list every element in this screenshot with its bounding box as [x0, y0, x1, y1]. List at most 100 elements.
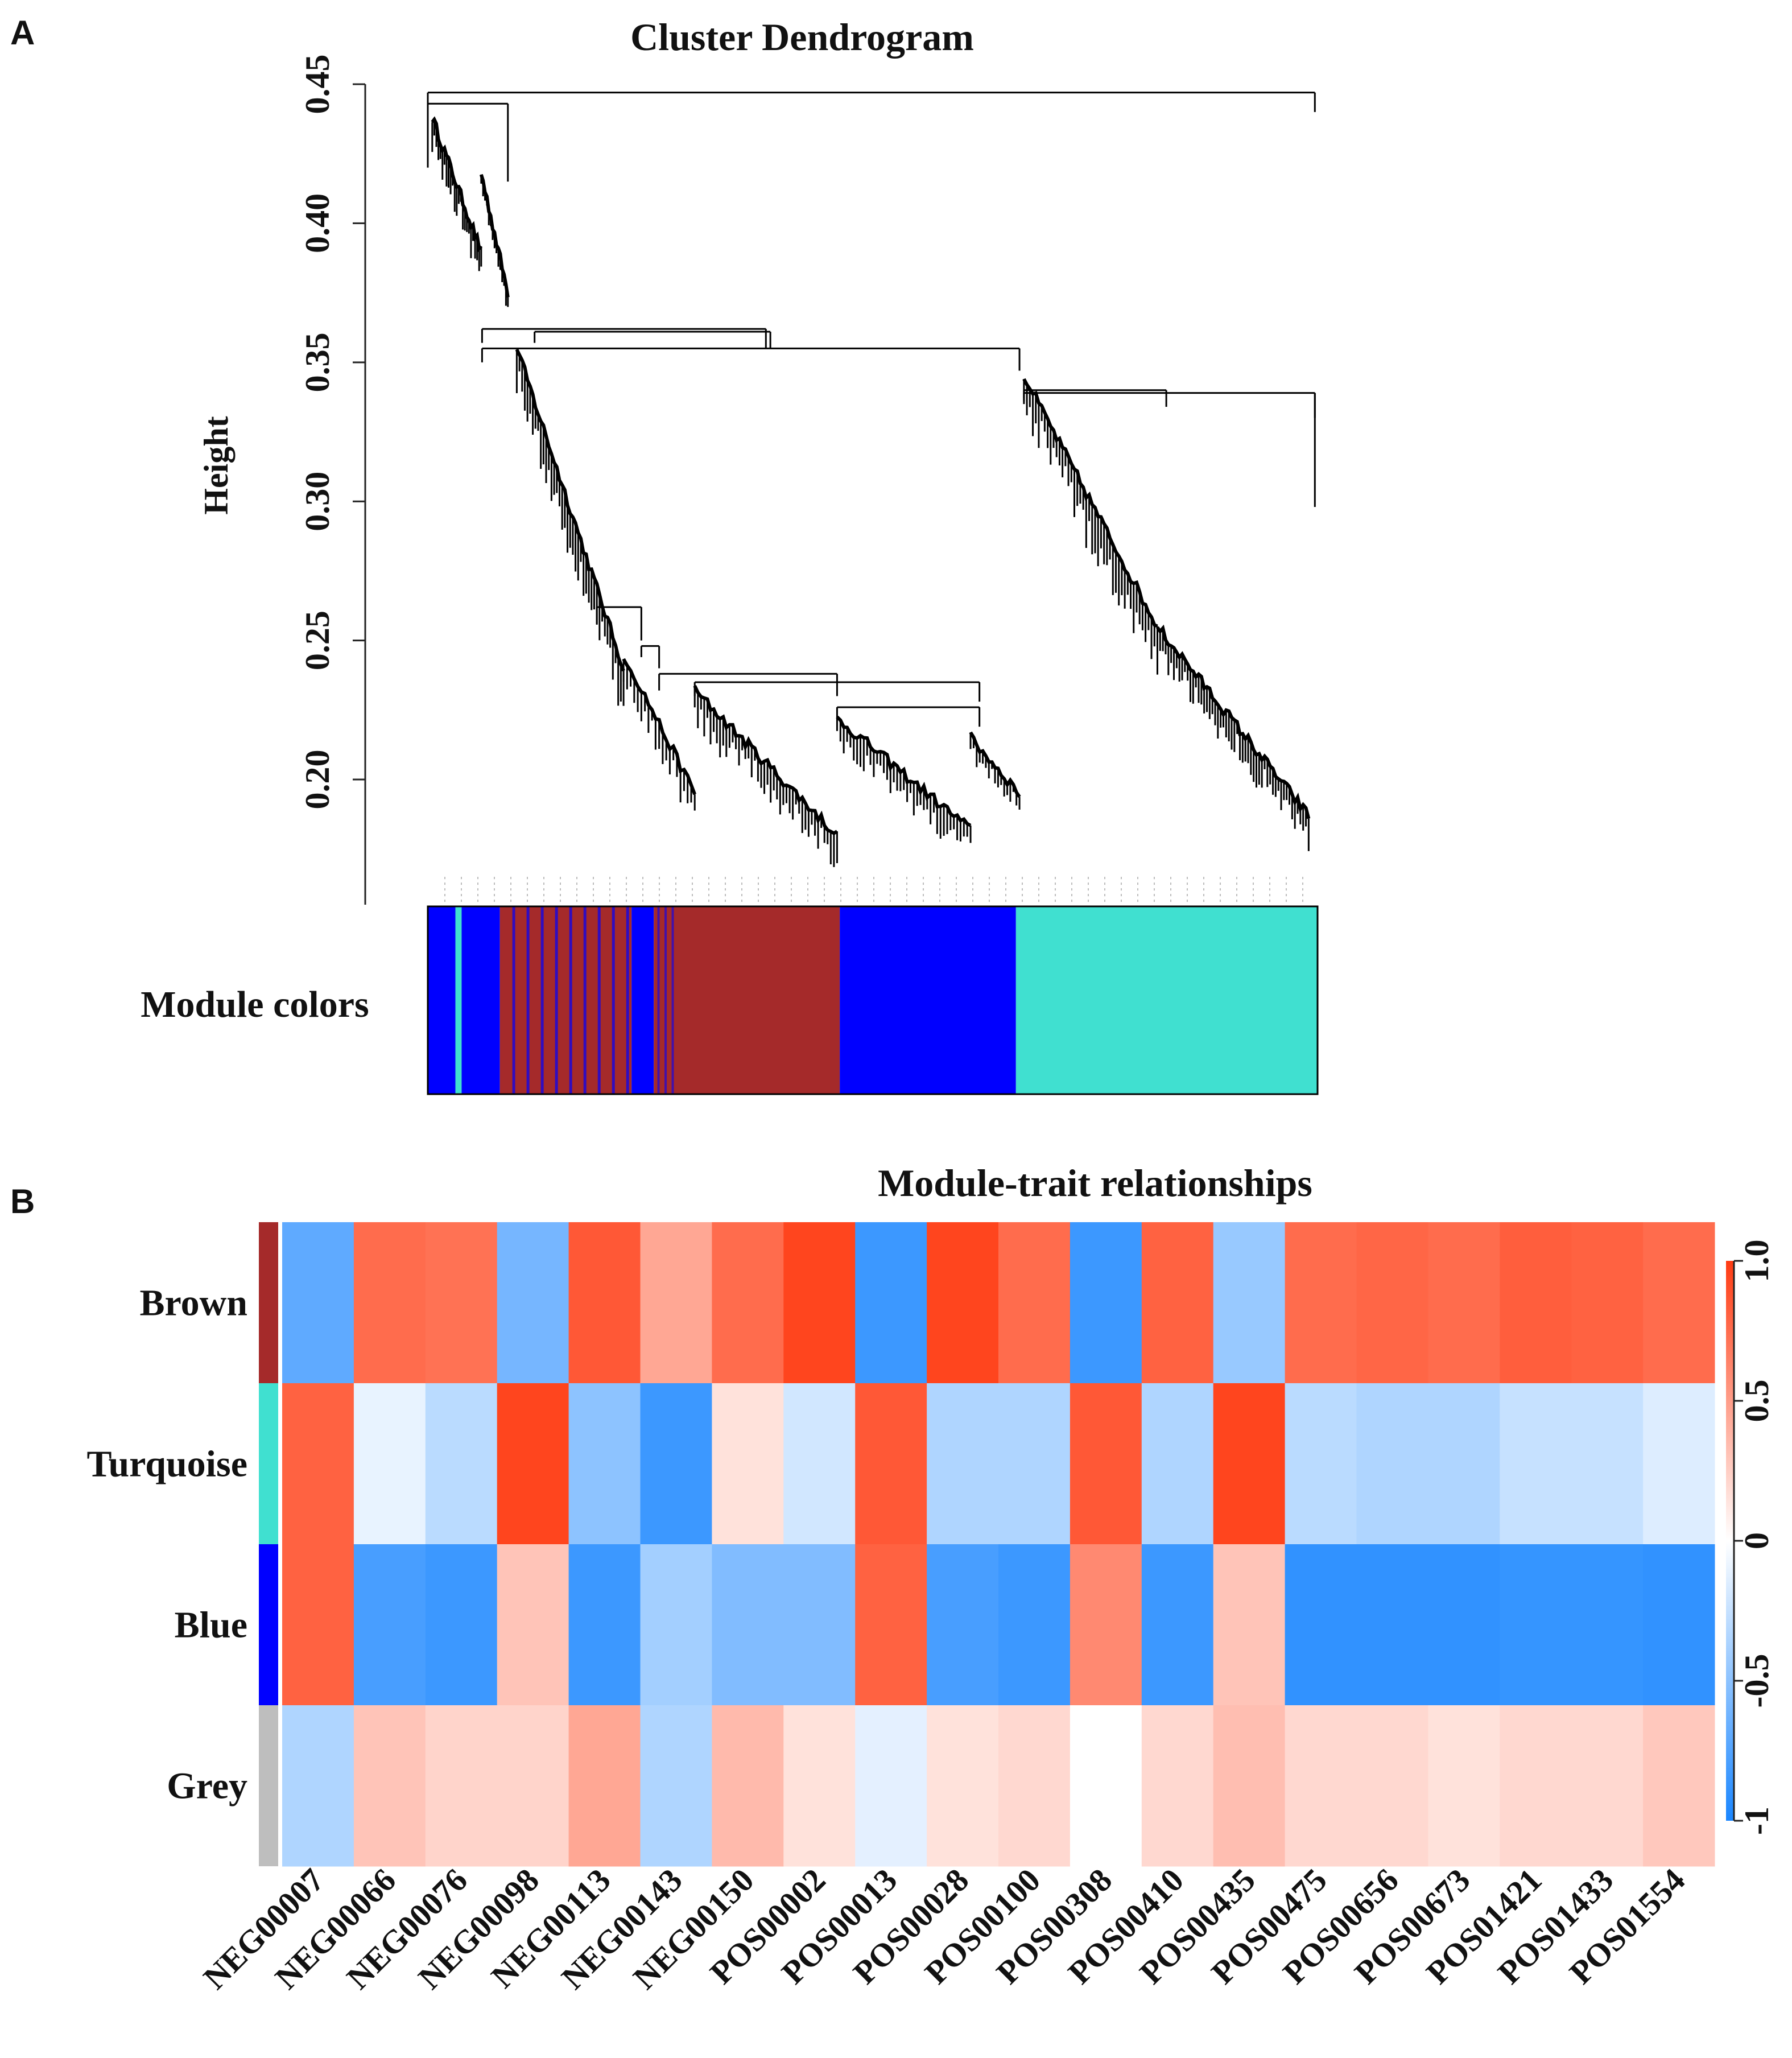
heat-cell-turquoise-neg00113 — [568, 1383, 641, 1545]
module-segment-brown — [499, 906, 632, 1094]
heat-cell-blue-pos00656 — [1356, 1544, 1428, 1706]
module-stripe — [597, 906, 601, 1094]
row-label-grey: Grey — [167, 1766, 247, 1807]
module-stripe — [583, 906, 587, 1094]
dendrogram-tree — [427, 92, 1316, 867]
heat-cell-grey-pos01554 — [1643, 1705, 1715, 1867]
module-stripe — [626, 906, 629, 1094]
module-stripe — [555, 906, 558, 1094]
heat-cell-blue-neg00007 — [282, 1544, 354, 1706]
module-stripe — [657, 906, 660, 1094]
module-stripe — [671, 906, 674, 1094]
heat-cell-brown-pos01433 — [1571, 1222, 1644, 1384]
blue-cascade-2 — [969, 731, 1021, 798]
heat-cell-blue-neg00143 — [640, 1544, 712, 1706]
heat-cell-brown-neg00150 — [712, 1222, 784, 1384]
heat-cell-blue-pos01421 — [1500, 1544, 1572, 1706]
heat-cell-brown-pos00656 — [1356, 1222, 1428, 1384]
colorbar-gradient — [1726, 1261, 1734, 1821]
heat-cell-brown-pos00673 — [1428, 1222, 1500, 1384]
heat-cell-grey-pos00002 — [783, 1705, 856, 1867]
heat-cell-turquoise-pos00002 — [783, 1383, 856, 1545]
panel-b-letter: B — [10, 1182, 35, 1220]
module-stripe — [512, 906, 515, 1094]
heat-cell-brown-neg00143 — [640, 1222, 712, 1384]
heat-cell-grey-pos01421 — [1500, 1705, 1572, 1867]
heat-cell-blue-pos01433 — [1571, 1544, 1644, 1706]
row-label-brown: Brown — [140, 1282, 248, 1324]
module-stripe — [612, 906, 615, 1094]
heat-cell-blue-neg00150 — [712, 1544, 784, 1706]
heat-cell-turquoise-pos01421 — [1500, 1383, 1572, 1545]
row-color-grey — [259, 1705, 278, 1866]
heat-cell-blue-pos00475 — [1285, 1544, 1357, 1706]
turquoise-cascade — [1022, 378, 1158, 628]
y-tick-label: 0.25 — [299, 611, 336, 670]
heat-cell-grey-pos00475 — [1285, 1705, 1357, 1867]
y-tick-label: 0.45 — [299, 55, 336, 114]
heat-cell-brown-neg00076 — [425, 1222, 498, 1384]
module-color-bar — [427, 905, 1319, 1095]
heat-cell-turquoise-pos00410 — [1141, 1383, 1214, 1545]
heat-cell-brown-neg00113 — [568, 1222, 641, 1384]
module-segment-blue — [461, 906, 500, 1094]
heat-cell-turquoise-neg00076 — [425, 1383, 498, 1545]
heat-cell-blue-neg00076 — [425, 1544, 498, 1706]
heat-cell-blue-neg00098 — [497, 1544, 569, 1706]
heatmap-row-labels: Brown Turquoise Blue Grey — [87, 1282, 248, 1807]
heat-cell-blue-neg00066 — [353, 1544, 426, 1706]
heat-cell-grey-neg00066 — [353, 1705, 426, 1867]
dendrogram-title: Cluster Dendrogram — [630, 15, 974, 59]
heat-cell-brown-pos00410 — [1141, 1222, 1214, 1384]
module-stripe — [569, 906, 572, 1094]
heat-cell-blue-neg00113 — [568, 1544, 641, 1706]
heat-cell-grey-pos00100 — [998, 1705, 1071, 1867]
heat-cell-blue-pos00435 — [1213, 1544, 1286, 1706]
heat-cell-turquoise-pos01554 — [1643, 1383, 1715, 1545]
heat-cell-blue-pos00028 — [927, 1544, 999, 1706]
module-segment-turquoise — [1015, 906, 1318, 1094]
heat-cell-grey-neg00143 — [640, 1705, 712, 1867]
heat-cell-blue-pos00673 — [1428, 1544, 1500, 1706]
heat-cell-turquoise-pos00100 — [998, 1383, 1071, 1545]
y-tick-label: 0.35 — [299, 332, 336, 392]
heat-cell-grey-pos01433 — [1571, 1705, 1644, 1867]
heat-cell-grey-neg00076 — [425, 1705, 498, 1867]
heat-cell-turquoise-pos00673 — [1428, 1383, 1500, 1545]
dendrogram-y-axis: 0.20 0.25 0.30 0.35 0.40 0.45 — [299, 55, 366, 905]
module-segment-blue — [631, 906, 654, 1094]
heat-cell-grey-neg00113 — [568, 1705, 641, 1867]
heat-cell-turquoise-neg00143 — [640, 1383, 712, 1545]
module-colors-label: Module colors — [141, 984, 369, 1025]
heat-cell-brown-neg00098 — [497, 1222, 569, 1384]
heat-cell-brown-pos00013 — [855, 1222, 927, 1384]
heat-cell-blue-pos00410 — [1141, 1544, 1214, 1706]
row-color-brown — [259, 1222, 278, 1383]
module-stripe — [540, 906, 544, 1094]
colorbar-tick-label: 0.5 — [1738, 1380, 1776, 1422]
module-bar-border — [427, 905, 1319, 1095]
heatmap-colorbar: -1 -0.5 0 0.5 1.0 — [1726, 1240, 1776, 1835]
heat-cell-brown-neg00066 — [353, 1222, 426, 1384]
dendrogram-leaf-guides — [444, 877, 1303, 905]
heatmap-module-strip — [259, 1222, 278, 1866]
heat-cell-blue-pos00013 — [855, 1544, 927, 1706]
heat-cell-brown-pos01554 — [1643, 1222, 1715, 1384]
row-label-turquoise: Turquoise — [87, 1444, 248, 1485]
brown-lower-cascade — [693, 685, 839, 836]
heat-cell-grey-pos00410 — [1141, 1705, 1214, 1867]
heat-cell-grey-pos00028 — [927, 1705, 999, 1867]
heat-cell-blue-pos00002 — [783, 1544, 856, 1706]
panel-a-letter: A — [10, 14, 35, 52]
heat-cell-turquoise-pos00435 — [1213, 1383, 1286, 1545]
row-label-blue: Blue — [175, 1605, 247, 1646]
row-color-blue — [259, 1544, 278, 1705]
heat-cell-brown-neg00007 — [282, 1222, 354, 1384]
heat-cell-turquoise-neg00007 — [282, 1383, 354, 1545]
heat-cell-turquoise-pos01433 — [1571, 1383, 1644, 1545]
heat-cell-turquoise-neg00066 — [353, 1383, 426, 1545]
heat-cell-blue-pos00308 — [1070, 1544, 1142, 1706]
module-segment-blue — [840, 906, 1016, 1094]
colorbar-tick-label: -0.5 — [1738, 1654, 1776, 1708]
